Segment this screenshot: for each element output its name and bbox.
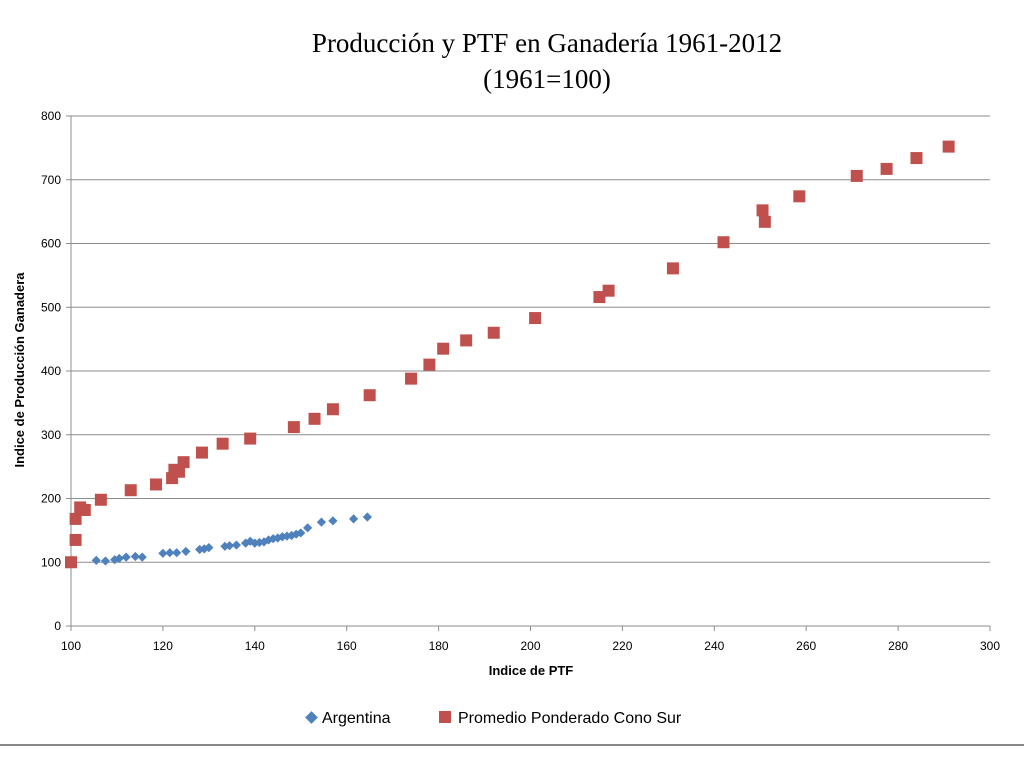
x-tick-label: 300 (980, 639, 1000, 653)
x-tick-label: 180 (429, 639, 449, 653)
y-tick-label: 700 (41, 173, 61, 187)
point-argentina (250, 538, 260, 548)
legend-item-cono-sur: Promedio Ponderado Cono Sur (439, 710, 682, 727)
point-cono-sur (423, 358, 436, 371)
x-tick-label: 240 (704, 639, 724, 653)
point-cono-sur (758, 215, 771, 228)
point-argentina (348, 514, 359, 524)
y-tick-label: 200 (41, 492, 61, 506)
point-argentina (273, 533, 283, 543)
point-cono-sur (666, 262, 679, 275)
x-tick-label: 100 (61, 639, 81, 653)
point-argentina (121, 552, 131, 562)
point-cono-sur (308, 412, 321, 425)
point-cono-sur (177, 456, 190, 469)
x-tick-label: 140 (245, 639, 265, 653)
y-tick-label: 100 (41, 555, 61, 569)
point-cono-sur (942, 140, 955, 153)
point-cono-sur (124, 484, 137, 497)
chart-subtitle: (1961=100) (483, 64, 611, 94)
point-cono-sur (910, 152, 923, 165)
y-tick-label: 600 (41, 237, 61, 251)
legend-marker-argentina (305, 711, 318, 724)
point-argentina (110, 555, 120, 565)
y-tick-label: 800 (41, 109, 61, 123)
legend-label-argentina: Argentina (322, 710, 391, 727)
point-argentina (158, 548, 168, 558)
x-axis-ticks: 100 120 140 160 180 200 220 240 260 280 300 (61, 639, 1000, 653)
point-argentina (137, 552, 147, 562)
point-cono-sur (593, 291, 606, 304)
x-tick-label: 120 (153, 639, 173, 653)
point-cono-sur (756, 204, 769, 217)
point-argentina (224, 541, 235, 551)
point-argentina (254, 537, 264, 548)
point-cono-sur (437, 342, 450, 355)
chart-title: Producción y PTF en Ganadería 1961-2012 (312, 28, 782, 58)
point-argentina (291, 529, 301, 539)
point-cono-sur (94, 493, 107, 506)
y-tick-label: 0 (54, 619, 61, 633)
point-cono-sur (78, 503, 91, 516)
point-cono-sur (529, 312, 542, 325)
point-argentina (303, 523, 313, 533)
point-argentina (328, 516, 338, 526)
bottom-divider (0, 744, 1024, 746)
point-argentina (130, 551, 140, 562)
point-cono-sur (69, 533, 82, 546)
data-points (65, 140, 955, 569)
point-argentina (362, 512, 372, 522)
point-argentina (204, 542, 214, 553)
y-axis-title: Indice de Producción Ganadera (12, 272, 27, 468)
point-cono-sur (363, 389, 376, 402)
point-argentina (316, 517, 327, 527)
point-cono-sur (793, 190, 806, 203)
point-cono-sur (244, 432, 257, 445)
x-tick-label: 260 (796, 639, 816, 653)
point-argentina (100, 556, 111, 566)
point-argentina (282, 531, 292, 541)
x-tick-label: 220 (612, 639, 632, 653)
point-cono-sur (326, 403, 339, 416)
point-cono-sur (850, 169, 863, 182)
legend: Argentina Promedio Ponderado Cono Sur (305, 710, 682, 727)
point-cono-sur (602, 284, 615, 297)
point-cono-sur (150, 478, 163, 491)
point-cono-sur (487, 326, 500, 339)
point-argentina (172, 548, 182, 558)
gridlines (66, 115, 991, 631)
legend-label-cono-sur: Promedio Ponderado Cono Sur (458, 710, 682, 727)
x-axis-title: Indice de PTF (489, 663, 574, 678)
point-argentina (259, 537, 269, 547)
point-cono-sur (460, 334, 473, 347)
point-cono-sur (69, 512, 82, 525)
point-argentina (181, 546, 191, 557)
legend-marker-cono-sur (439, 711, 451, 723)
point-argentina (114, 553, 124, 564)
point-cono-sur (216, 437, 229, 450)
point-argentina (165, 548, 175, 558)
point-argentina (231, 540, 242, 550)
x-tick-label: 280 (888, 639, 908, 653)
point-cono-sur (65, 556, 77, 569)
legend-item-argentina: Argentina (305, 710, 391, 727)
y-tick-label: 300 (41, 428, 61, 442)
point-cono-sur (880, 162, 893, 175)
point-cono-sur (717, 236, 730, 249)
x-tick-label: 200 (520, 639, 540, 653)
y-tick-label: 500 (41, 300, 61, 314)
point-cono-sur (405, 372, 418, 385)
y-tick-label: 400 (41, 364, 61, 378)
x-tick-label: 160 (337, 639, 357, 653)
point-argentina (91, 555, 101, 565)
point-cono-sur (172, 465, 185, 478)
y-axis-ticks: 0 100 200 300 400 500 600 700 800 (41, 109, 61, 633)
point-cono-sur (287, 421, 300, 434)
point-cono-sur (195, 446, 208, 459)
point-argentina (263, 535, 274, 545)
point-argentina (296, 528, 306, 538)
